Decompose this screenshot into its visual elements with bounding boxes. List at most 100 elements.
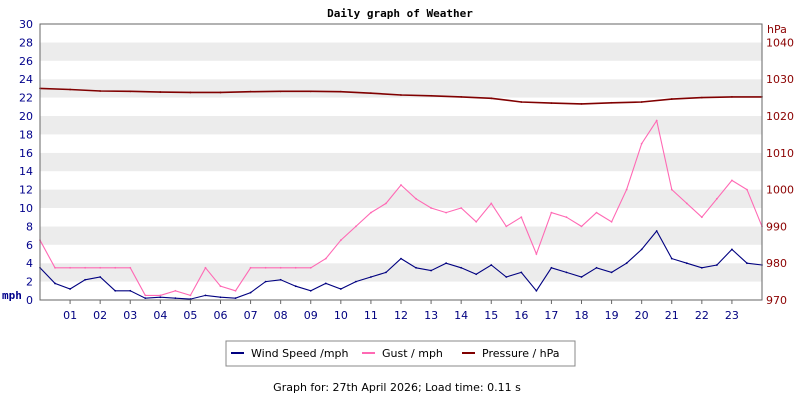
data-point-gust-mph (234, 289, 237, 292)
chart-title: Daily graph of Weather (327, 7, 473, 20)
data-point-pressure-hpa (460, 95, 463, 98)
data-point-pressure-hpa (219, 91, 222, 94)
data-point-pressure-hpa (731, 95, 733, 98)
data-point-pressure-hpa (249, 90, 252, 93)
data-point-wind-speed-mph (324, 282, 327, 285)
data-point-pressure-hpa (430, 94, 432, 97)
x-tick-label: 22 (695, 309, 709, 322)
left-tick-label: 20 (19, 110, 33, 123)
data-point-wind-speed-mph (746, 262, 748, 265)
data-point-wind-speed-mph (129, 289, 132, 292)
x-tick-label: 16 (514, 309, 528, 322)
left-tick-label: 26 (19, 55, 33, 68)
x-tick-label: 02 (93, 309, 107, 322)
data-point-wind-speed-mph (640, 248, 643, 251)
data-point-wind-speed-mph (550, 266, 553, 269)
x-tick-label: 04 (153, 309, 167, 322)
data-point-gust-mph (460, 207, 463, 209)
x-axis-ticks: 01 02 03 04 05 06 07 08 09 10 11 12 13 14 15 16 17 18 19 20… (63, 300, 739, 322)
data-point-gust-mph (535, 253, 538, 255)
x-tick-label: 10 (334, 309, 348, 322)
data-point-wind-speed-mph (114, 289, 117, 292)
grid-band (40, 60, 762, 80)
data-point-wind-speed-mph (655, 230, 658, 232)
x-tick-label: 15 (484, 309, 498, 322)
data-point-pressure-hpa (99, 90, 102, 92)
right-tick-label: 1040 (766, 36, 794, 49)
left-tick-label: 24 (19, 73, 33, 86)
data-point-gust-mph (385, 202, 387, 205)
x-tick-label: 12 (394, 309, 408, 322)
data-point-wind-speed-mph (159, 296, 162, 299)
data-point-pressure-hpa (700, 96, 703, 99)
data-point-wind-speed-mph (415, 266, 417, 269)
data-point-pressure-hpa (610, 101, 613, 104)
data-point-wind-speed-mph (84, 278, 87, 281)
data-point-gust-mph (520, 216, 523, 219)
data-point-wind-speed-mph (580, 276, 583, 278)
data-point-gust-mph (746, 188, 748, 191)
data-point-gust-mph (550, 211, 553, 214)
data-point-wind-speed-mph (610, 271, 613, 274)
data-point-pressure-hpa (580, 102, 583, 105)
data-point-pressure-hpa (279, 90, 282, 93)
left-tick-label: 28 (19, 36, 33, 49)
right-tick-label: 1010 (766, 147, 794, 160)
data-point-pressure-hpa (400, 94, 402, 96)
legend-label: Pressure / hPa (482, 347, 560, 360)
data-point-pressure-hpa (550, 102, 553, 105)
x-tick-label: 08 (274, 309, 288, 322)
x-tick-label: 05 (183, 309, 197, 322)
data-point-wind-speed-mph (294, 285, 297, 288)
data-point-gust-mph (685, 202, 688, 205)
data-point-wind-speed-mph (54, 282, 56, 285)
data-point-gust-mph (415, 197, 417, 200)
left-tick-label: 30 (19, 18, 33, 31)
left-tick-label: 6 (26, 239, 33, 252)
data-point-wind-speed-mph (400, 257, 402, 260)
grid-band (40, 24, 762, 43)
data-point-wind-speed-mph (625, 262, 628, 265)
right-tick-label: 970 (766, 294, 787, 307)
data-point-pressure-hpa (520, 101, 523, 103)
data-point-gust-mph (475, 220, 478, 223)
left-tick-label: 2 (26, 276, 33, 289)
data-point-gust-mph (159, 294, 162, 297)
legend-label: Gust / mph (382, 347, 443, 360)
legend: Wind Speed /mph Gust / mph Pressure / hPa (225, 340, 576, 367)
data-point-wind-speed-mph (460, 266, 463, 269)
data-point-gust-mph (129, 266, 132, 269)
data-point-gust-mph (731, 179, 733, 182)
data-point-wind-speed-mph (264, 280, 267, 283)
left-axis-unit: mph (2, 289, 22, 302)
x-tick-label: 23 (725, 309, 739, 322)
left-tick-label: 16 (19, 147, 33, 160)
x-tick-label: 03 (123, 309, 137, 322)
data-point-pressure-hpa (129, 90, 132, 93)
series-layer (39, 87, 763, 300)
x-tick-label: 07 (244, 309, 258, 322)
left-tick-label: 14 (19, 165, 33, 178)
data-point-gust-mph (114, 266, 117, 269)
grid-band (40, 208, 762, 227)
data-point-gust-mph (264, 266, 267, 269)
left-tick-label: 8 (26, 220, 33, 233)
x-tick-label: 09 (304, 309, 318, 322)
data-point-gust-mph (309, 266, 312, 269)
data-point-wind-speed-mph (385, 271, 387, 274)
grid-band (40, 134, 762, 153)
data-point-gust-mph (490, 202, 493, 205)
data-point-wind-speed-mph (234, 297, 237, 300)
grid-band (40, 116, 762, 135)
data-point-wind-speed-mph (309, 289, 312, 292)
right-tick-label: 1000 (766, 184, 794, 197)
data-point-gust-mph (54, 266, 56, 269)
data-point-wind-speed-mph (595, 266, 598, 269)
grid-band (40, 244, 762, 264)
right-tick-label: 980 (766, 257, 787, 270)
data-point-gust-mph (219, 285, 222, 288)
data-point-pressure-hpa (670, 98, 673, 100)
